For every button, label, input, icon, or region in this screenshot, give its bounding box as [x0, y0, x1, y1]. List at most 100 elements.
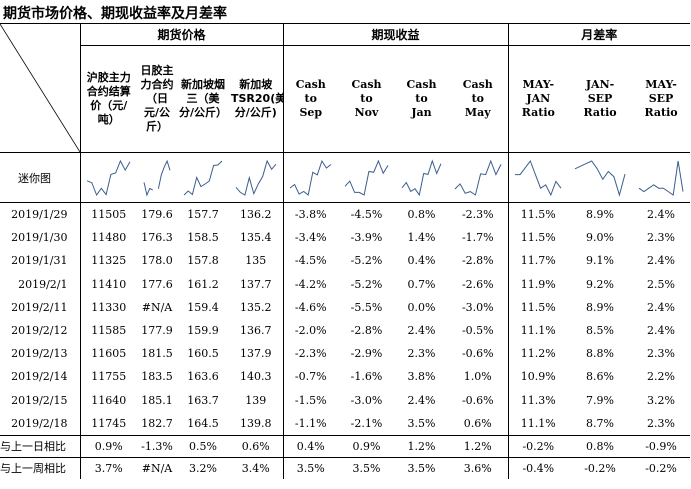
table-cell: 157.8: [187, 254, 219, 268]
sparkline: [515, 159, 562, 196]
table-cell: 177.9: [141, 324, 173, 338]
table-cell: -5.2%: [350, 277, 383, 291]
sparkline: [344, 159, 389, 196]
table-row: 2019/2/18 11745 182.7 164.5 139.8 -1.1% -2.1% 3…: [0, 411, 690, 436]
table-cell: 2.4%: [647, 324, 675, 338]
summary-cell: 0.9%: [79, 434, 137, 458]
table-cell: 136.7: [240, 324, 272, 338]
row-date: 2019/1/29: [11, 208, 68, 222]
sparkline-path: [235, 159, 277, 196]
summary-row: 与上一周相比 3.7% #N/A 3.2% 3.4% 3.5% 3.5% 3.5% 3.6% -0…: [0, 456, 691, 479]
table-cell: 11330: [79, 295, 137, 319]
col-header-shfe: 沪胶主力合约结算价（元/吨）: [79, 45, 137, 153]
table-cell: #N/A: [141, 300, 173, 314]
table-cell: 11605: [79, 342, 137, 366]
summary-cell: 0.8%: [568, 434, 633, 458]
col-header-jan-sep: JAN-SEP Ratio: [568, 45, 633, 153]
table-cell: 159.4: [187, 300, 219, 314]
table-row: 2019/2/12 11585 177.9 159.9 136.7 -2.0% -2.8% 2…: [0, 318, 690, 343]
data-rows: 2019/1/29 11505 179.6 157.7 136.2 -3.8% -4.5% 0…: [0, 202, 690, 436]
sparkline: [401, 158, 442, 196]
report-title: 期货市场价格、期现收益率及月差率: [3, 6, 227, 22]
table-cell: 8.9%: [586, 300, 614, 314]
col-header-cash-sep: Cash to Sep: [282, 45, 339, 153]
table-row: 2019/2/13 11605 181.5 160.5 137.9 -2.3% -2.9% 2…: [0, 342, 690, 366]
table-cell: -3.0%: [461, 300, 494, 314]
group-spot-return: 期现收益: [282, 23, 509, 46]
row-date: 2019/2/11: [11, 300, 68, 314]
table-cell: 11640: [79, 388, 137, 412]
table-cell: -0.7%: [282, 365, 339, 389]
group-spread: 月差率: [507, 23, 691, 46]
table-cell: -4.2%: [282, 272, 339, 296]
table-cell: 2.2%: [647, 370, 675, 384]
table-cell: 2.3%: [407, 347, 436, 361]
table-row: 2019/2/11 11330 #N/A 159.4 135.2 -4.6% -5.5% 0.…: [0, 295, 690, 319]
sparkline: [183, 160, 223, 195]
col-header-cash-nov: Cash to Nov: [338, 45, 396, 153]
table-cell: 11.7%: [507, 249, 569, 273]
summary-cell: 3.5%: [282, 456, 339, 479]
group-futures: 期货价格: [79, 23, 284, 46]
table-cell: 11.1%: [507, 411, 569, 436]
table-cell: 178.0: [141, 254, 173, 268]
table-cell: -4.5%: [282, 249, 339, 273]
sparkline-path: [515, 159, 562, 196]
sparkline-cell: [229, 152, 284, 203]
table-cell: -2.0%: [282, 318, 339, 343]
col-header-tocom: 日胶主力合约（日元/公斤）: [137, 45, 177, 153]
table-cell: 185.1: [141, 393, 173, 407]
summary-cell: 0.5%: [177, 434, 229, 458]
col-header-may-sep: MAY-SEP Ratio: [632, 45, 691, 153]
summary-cell: 0.4%: [282, 434, 339, 458]
summary-cell: 3.5%: [338, 456, 396, 479]
sparkline-cell: [632, 152, 691, 203]
column-header-row: 沪胶主力合约结算价（元/吨） 日胶主力合约（日元/公斤） 新加坡烟三（美分/公斤…: [0, 45, 691, 153]
table-cell: -1.5%: [282, 388, 339, 412]
summary-row: 与上一日相比 0.9% -1.3% 0.5% 0.6% 0.4% 0.9% 1.2% 1.2% -…: [0, 434, 691, 458]
table-cell: 179.6: [141, 208, 173, 222]
table-cell: -3.4%: [282, 226, 339, 250]
summary-cell: -0.2%: [568, 456, 633, 479]
summary-cell: -0.9%: [632, 434, 691, 458]
table-row: 2019/1/31 11325 178.0 157.8 135 -4.5% -5.2% 0.4…: [0, 249, 690, 273]
sparkline-path: [143, 159, 171, 197]
summary-cell: #N/A: [137, 456, 177, 479]
sparkline-cell: [395, 152, 449, 203]
sparkline-path: [454, 159, 502, 196]
table-cell: 11585: [79, 318, 137, 343]
table-cell: 137.7: [240, 277, 272, 291]
sparkline: [638, 160, 684, 196]
table-cell: 9.2%: [586, 277, 614, 291]
table-row: 2019/2/14 11755 183.5 163.6 140.3 -0.7% -1.6% 3…: [0, 365, 690, 389]
group-header-row: 期货价格 期现收益 月差率: [0, 23, 691, 153]
table-cell: -2.8%: [461, 254, 494, 268]
table-cell: 158.5: [187, 231, 219, 245]
table-cell: 11.5%: [507, 295, 569, 319]
sparkline-cell: [448, 152, 509, 203]
table-cell: 9.1%: [586, 254, 614, 268]
table-cell: 11.3%: [507, 388, 569, 412]
sparkline-cell: [79, 152, 137, 203]
table-cell: 2.4%: [647, 254, 675, 268]
table-cell: -4.5%: [350, 208, 383, 222]
table-cell: -2.3%: [461, 208, 494, 222]
table-cell: -3.8%: [282, 202, 339, 227]
table-cell: 8.7%: [586, 416, 614, 430]
table-cell: 163.7: [187, 393, 219, 407]
col-header-tsr20: 新加坡TSR20(美分/公斤): [229, 45, 284, 153]
table-cell: 11505: [79, 202, 137, 227]
table-cell: 2.3%: [647, 347, 675, 361]
table-cell: 136.2: [240, 208, 272, 222]
table-cell: 3.5%: [407, 416, 436, 430]
summary-cell: -0.4%: [507, 456, 569, 479]
table-cell: 161.2: [187, 277, 219, 291]
table-cell: 160.5: [187, 347, 219, 361]
row-date: 2019/2/13: [11, 347, 68, 361]
row-date: 2019/1/31: [11, 254, 68, 268]
table-cell: 11480: [79, 226, 137, 250]
sparkline-path: [183, 160, 223, 195]
sparkline: [574, 159, 626, 197]
sparkline-cell: [507, 152, 569, 203]
table-cell: 2.3%: [647, 416, 675, 430]
